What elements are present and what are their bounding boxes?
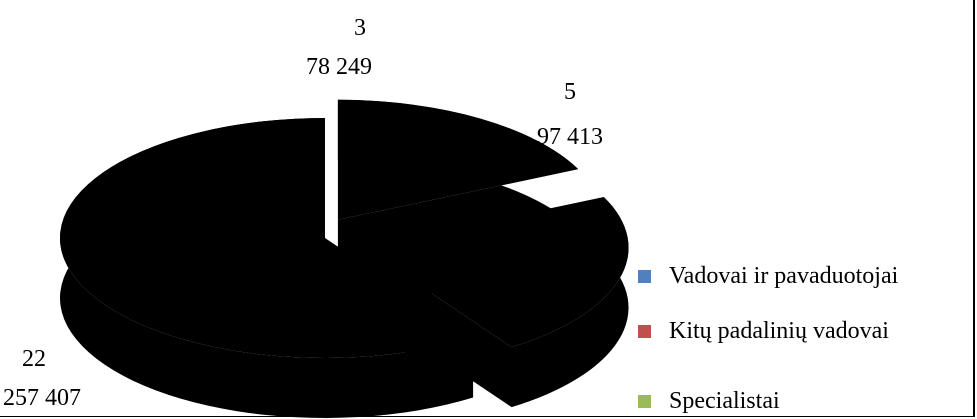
data-label-kitu-value: 97 413 xyxy=(537,124,603,150)
legend-swatch-specialistai xyxy=(638,395,651,408)
legend-swatch-kitu xyxy=(638,325,651,338)
slice-vadovai xyxy=(337,99,579,280)
data-label-vadovai-value: 78 249 xyxy=(306,54,372,80)
legend-swatch-vadovai xyxy=(638,270,651,283)
data-label-specialistai-count: 22 xyxy=(22,346,46,372)
data-label-kitu-count: 5 xyxy=(564,79,576,105)
data-label-vadovai-count: 3 xyxy=(354,15,366,41)
legend-item-kitu: Kitų padalinių vadovai xyxy=(638,318,889,345)
legend-label-kitu: Kitų padalinių vadovai xyxy=(669,318,889,344)
slice-vadovai-top xyxy=(337,99,579,220)
data-label-specialistai-value: 257 407 xyxy=(3,385,81,411)
legend-label-specialistai: Specialistai xyxy=(669,388,780,414)
legend-label-vadovai: Vadovai ir pavaduotojai xyxy=(669,263,899,289)
slice-kitu-side xyxy=(363,197,629,408)
pie-slices xyxy=(60,99,629,419)
legend-item-specialistai: Specialistai xyxy=(638,388,780,415)
legend-item-vadovai: Vadovai ir pavaduotojai xyxy=(638,263,898,290)
